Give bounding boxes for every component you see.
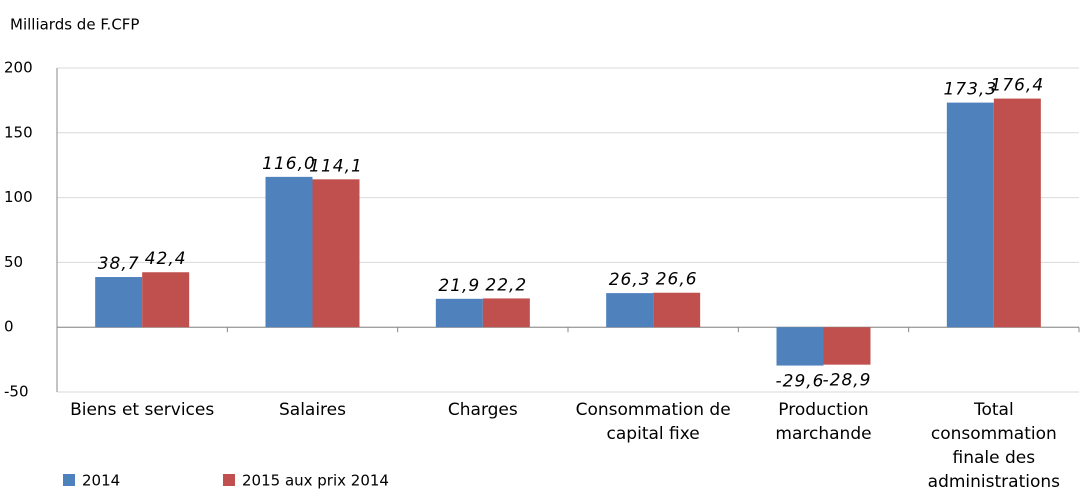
value-label: 26,6 bbox=[656, 270, 698, 290]
bar bbox=[776, 327, 824, 366]
bar bbox=[653, 292, 701, 328]
bar bbox=[435, 298, 483, 328]
y-tick-label: 50 bbox=[4, 253, 23, 271]
value-label: 21,9 bbox=[438, 276, 480, 296]
value-label: 173,3 bbox=[943, 80, 997, 100]
legend-swatch bbox=[63, 474, 75, 486]
value-label: -29,6 bbox=[776, 372, 825, 392]
y-tick-label: -50 bbox=[4, 383, 29, 401]
bar bbox=[482, 298, 530, 328]
y-tick-label: 0 bbox=[4, 318, 14, 336]
x-tick-label: Consommation de capital fixe bbox=[575, 400, 731, 444]
bar bbox=[95, 277, 143, 328]
x-tick-label: Biens et services bbox=[70, 400, 215, 420]
x-tick-label: Production marchande bbox=[775, 400, 872, 444]
bar bbox=[312, 179, 360, 328]
legend-label: 2015 aux prix 2014 bbox=[242, 472, 389, 490]
bar bbox=[946, 102, 994, 328]
value-label: 22,2 bbox=[485, 275, 527, 295]
x-tick-label: Charges bbox=[447, 400, 518, 420]
y-tick-label: 200 bbox=[4, 59, 33, 77]
y-tick-label: 100 bbox=[4, 188, 33, 206]
value-label: 26,3 bbox=[609, 270, 651, 290]
value-label: 114,1 bbox=[309, 156, 363, 176]
bar bbox=[265, 176, 313, 328]
value-label: 176,4 bbox=[990, 76, 1044, 96]
value-label: 116,0 bbox=[262, 154, 316, 174]
bar bbox=[606, 293, 654, 328]
value-label: 42,4 bbox=[145, 249, 187, 269]
axis-title: Milliards de F.CFP bbox=[10, 16, 139, 34]
x-tick-label: Salaires bbox=[278, 400, 346, 420]
bar bbox=[993, 98, 1041, 328]
value-label: -28,9 bbox=[823, 371, 872, 391]
bar bbox=[823, 327, 871, 365]
value-label: 38,7 bbox=[98, 254, 140, 274]
legend-label: 2014 bbox=[82, 472, 120, 490]
legend-swatch bbox=[223, 474, 235, 486]
y-tick-label: 150 bbox=[4, 123, 33, 141]
x-tick-label: Total consommation finale des administra… bbox=[927, 400, 1060, 491]
bar bbox=[142, 272, 190, 328]
